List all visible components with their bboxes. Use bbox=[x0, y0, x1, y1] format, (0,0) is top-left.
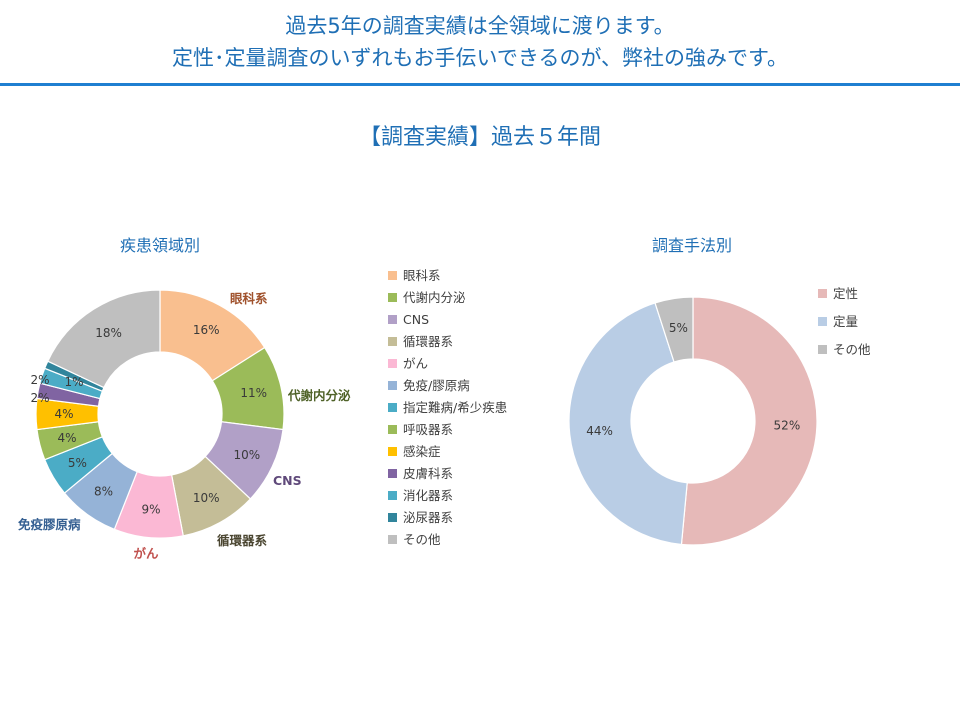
method-chart-title: 調査手法別 bbox=[651, 236, 732, 255]
method-donut: 52% 44% 5% bbox=[568, 296, 818, 546]
data-label-CNS: 10% bbox=[234, 448, 261, 462]
legend-swatch-泌尿器系 bbox=[388, 513, 397, 522]
slice-定性 bbox=[680, 296, 818, 546]
legend-label-指定難病/希少疾患: 指定難病/希少疾患 bbox=[403, 400, 507, 415]
legend-label-CNS: CNS bbox=[403, 312, 429, 327]
callout-代謝内分泌: 代謝内分泌 bbox=[287, 388, 351, 403]
legend-label-免疫/膠原病: 免疫/膠原病 bbox=[403, 378, 470, 393]
slice-定量 bbox=[568, 302, 688, 546]
legend-swatch-消化器系 bbox=[388, 491, 397, 500]
legend-label-皮膚科系: 皮膚科系 bbox=[403, 466, 453, 481]
legend-swatch-呼吸器系 bbox=[388, 425, 397, 434]
legend-swatch-代謝内分泌 bbox=[388, 293, 397, 302]
legend-swatch-その他 bbox=[818, 345, 827, 354]
data-label-その他: 18% bbox=[95, 326, 122, 340]
headline-line-1: 過去5年の調査実績は全領域に渡ります。 bbox=[285, 14, 675, 38]
data-label-指定難病/希少疾患: 5% bbox=[68, 456, 87, 470]
callout-眼科系: 眼科系 bbox=[230, 291, 268, 306]
legend-swatch-皮膚科系 bbox=[388, 469, 397, 478]
legend-label-定量: 定量 bbox=[833, 314, 858, 329]
legend-label-代謝内分泌: 代謝内分泌 bbox=[403, 290, 466, 305]
legend-swatch-定量 bbox=[818, 317, 827, 326]
legend-label-感染症: 感染症 bbox=[403, 444, 441, 459]
section-title: 【調査実績】過去５年間 bbox=[358, 125, 601, 150]
legend-label-定性: 定性 bbox=[833, 286, 858, 301]
legend-label-泌尿器系: 泌尿器系 bbox=[403, 510, 453, 525]
callout-免疫膠原病: 免疫膠原病 bbox=[18, 517, 81, 532]
legend-swatch-定性 bbox=[818, 289, 827, 298]
legend-label-呼吸器系: 呼吸器系 bbox=[403, 422, 453, 437]
data-label-がん: 9% bbox=[141, 503, 160, 517]
headline-line-2: 定性･定量調査のいずれもお手伝いできるのが、弊社の強みです。 bbox=[172, 46, 788, 70]
data-label-皮膚科系: 2% bbox=[30, 391, 49, 405]
header-divider bbox=[0, 83, 960, 86]
data-label-循環器系: 10% bbox=[193, 491, 220, 505]
disease-donut: 16% 11% 10% 10% 9% 8% 5% 4% 4% 2% 2% 1% 18% bbox=[30, 289, 285, 539]
legend-swatch-循環器系 bbox=[388, 337, 397, 346]
data-label-定性: 52% bbox=[774, 418, 801, 432]
legend-label-消化器系: 消化器系 bbox=[403, 488, 453, 503]
data-label-呼吸器系: 4% bbox=[57, 431, 76, 445]
data-label-感染症: 4% bbox=[54, 407, 73, 421]
legend-swatch-指定難病/希少疾患 bbox=[388, 403, 397, 412]
legend-label-その他: その他 bbox=[403, 532, 441, 547]
legend-swatch-その他 bbox=[388, 535, 397, 544]
legend-label-眼科系: 眼科系 bbox=[403, 268, 441, 283]
disease-chart-title: 疾患領域別 bbox=[119, 236, 200, 255]
legend-label-がん: がん bbox=[403, 356, 428, 371]
legend-swatch-眼科系 bbox=[388, 271, 397, 280]
legend-swatch-がん bbox=[388, 359, 397, 368]
legend-swatch-免疫/膠原病 bbox=[388, 381, 397, 390]
data-label-泌尿器系: 1% bbox=[64, 375, 83, 389]
callout-CNS: CNS bbox=[273, 473, 302, 488]
legend-label-循環器系: 循環器系 bbox=[403, 334, 453, 349]
data-label-定量: 44% bbox=[586, 424, 613, 438]
data-label-免疫/膠原病: 8% bbox=[94, 485, 113, 499]
slice-その他 bbox=[47, 289, 161, 389]
legend-swatch-CNS bbox=[388, 315, 397, 324]
data-label-その他: 5% bbox=[669, 321, 688, 335]
slice-その他 bbox=[654, 296, 694, 363]
legend-label-その他: その他 bbox=[833, 342, 871, 357]
callout-がん: がん bbox=[133, 546, 159, 561]
data-label-代謝内分泌: 11% bbox=[240, 386, 267, 400]
legend-swatch-感染症 bbox=[388, 447, 397, 456]
data-label-消化器系: 2% bbox=[30, 373, 49, 387]
data-label-眼科系: 16% bbox=[193, 323, 220, 337]
callout-循環器系: 循環器系 bbox=[217, 533, 268, 548]
